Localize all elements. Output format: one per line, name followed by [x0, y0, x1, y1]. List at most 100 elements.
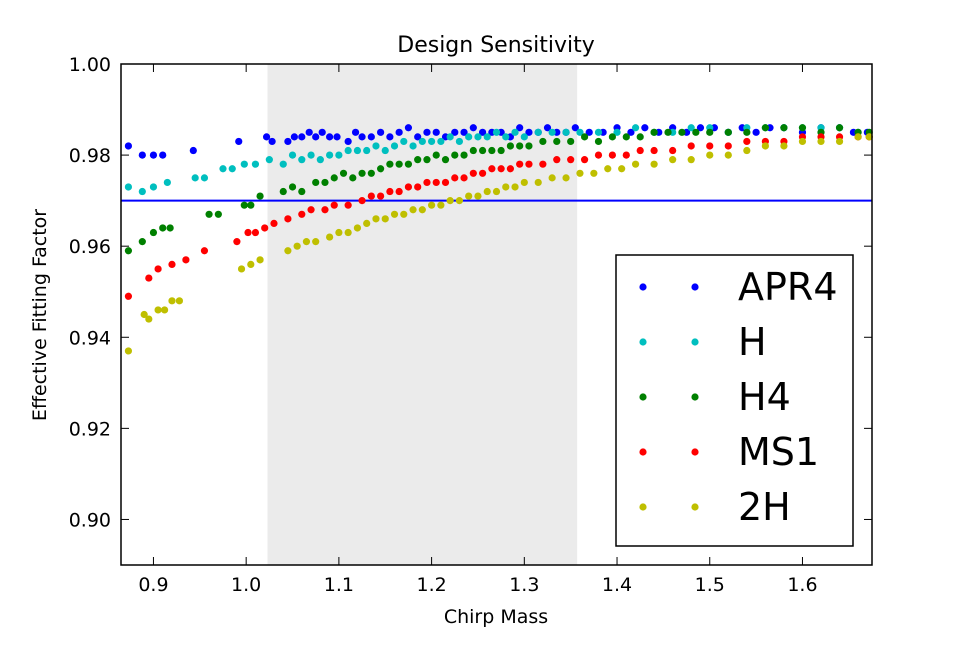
data-point — [571, 124, 579, 132]
data-point — [154, 306, 162, 314]
chart-title: Design Sensitivity — [397, 33, 594, 58]
data-point — [520, 133, 528, 141]
data-point — [330, 201, 338, 209]
data-point — [580, 133, 589, 141]
data-point — [261, 224, 269, 232]
data-point — [358, 133, 366, 141]
data-point — [835, 124, 844, 132]
data-point — [576, 169, 584, 177]
data-point — [395, 160, 403, 168]
data-point — [553, 156, 561, 164]
data-point — [706, 151, 714, 159]
data-point — [214, 210, 222, 218]
data-point — [312, 238, 320, 246]
data-point — [154, 265, 162, 273]
data-point — [200, 174, 209, 182]
data-point — [539, 160, 547, 168]
data-point — [219, 165, 227, 173]
legend-marker — [691, 393, 699, 401]
data-point — [200, 247, 209, 255]
x-axis-label: Chirp Mass — [444, 606, 548, 628]
data-point — [381, 146, 389, 155]
data-point — [235, 137, 243, 146]
data-point — [168, 297, 176, 305]
data-point — [865, 133, 873, 141]
legend-marker — [639, 393, 647, 401]
data-point — [149, 151, 158, 159]
data-point — [358, 169, 366, 177]
data-point — [160, 306, 169, 314]
data-point — [316, 156, 324, 164]
data-point — [191, 174, 199, 182]
data-point — [780, 124, 788, 132]
data-point — [478, 146, 487, 155]
plot-area — [120, 63, 873, 566]
data-point — [159, 151, 167, 159]
data-point — [516, 142, 524, 150]
data-point — [330, 174, 338, 182]
data-point — [451, 128, 459, 136]
data-point — [344, 228, 352, 237]
legend-marker — [691, 338, 699, 346]
data-point — [298, 210, 306, 218]
data-point — [590, 169, 598, 177]
data-point — [627, 128, 635, 136]
data-point — [497, 165, 505, 173]
data-point — [163, 178, 171, 187]
data-point — [817, 137, 825, 146]
legend-label-apr4: APR4 — [738, 265, 838, 309]
data-point — [631, 160, 640, 168]
data-point — [427, 201, 436, 209]
data-point — [567, 137, 575, 146]
x-tick-label: 1.0 — [231, 574, 261, 596]
y-tick-label: 0.96 — [69, 236, 111, 258]
data-point — [312, 133, 320, 141]
data-point — [344, 146, 352, 155]
data-point — [414, 156, 422, 164]
legend-marker — [691, 283, 699, 291]
data-point — [451, 151, 459, 159]
data-point — [622, 151, 630, 159]
data-point — [138, 187, 146, 196]
data-point — [298, 187, 306, 196]
data-point — [460, 128, 468, 136]
legend-label-ms1: MS1 — [738, 430, 819, 474]
data-point — [307, 206, 315, 214]
data-point — [386, 187, 394, 196]
data-point — [664, 128, 672, 136]
data-point — [465, 133, 473, 141]
data-point — [363, 219, 371, 228]
data-point — [432, 151, 440, 159]
data-point — [511, 128, 519, 136]
data-point — [145, 274, 153, 282]
data-point — [395, 128, 403, 136]
data-point — [650, 160, 658, 168]
data-point — [312, 178, 320, 187]
data-point — [124, 347, 133, 355]
data-point — [262, 133, 271, 141]
data-point — [516, 160, 524, 168]
data-point — [474, 133, 482, 141]
data-point — [138, 151, 146, 159]
data-point — [488, 146, 496, 155]
data-point — [506, 142, 515, 150]
data-point — [288, 151, 297, 159]
data-point — [539, 137, 547, 146]
data-point — [520, 178, 528, 187]
data-point — [149, 228, 158, 237]
data-point — [307, 151, 315, 159]
data-point — [525, 142, 533, 150]
data-point — [636, 133, 644, 141]
data-point — [386, 160, 394, 168]
data-point — [724, 128, 732, 136]
data-point — [305, 128, 313, 136]
data-point — [353, 224, 362, 232]
data-point — [516, 124, 524, 132]
data-point — [284, 247, 292, 255]
data-point — [553, 137, 561, 146]
legend-label-h: H — [738, 320, 767, 364]
data-point — [437, 201, 445, 209]
data-point — [256, 256, 264, 264]
data-point — [138, 238, 146, 246]
